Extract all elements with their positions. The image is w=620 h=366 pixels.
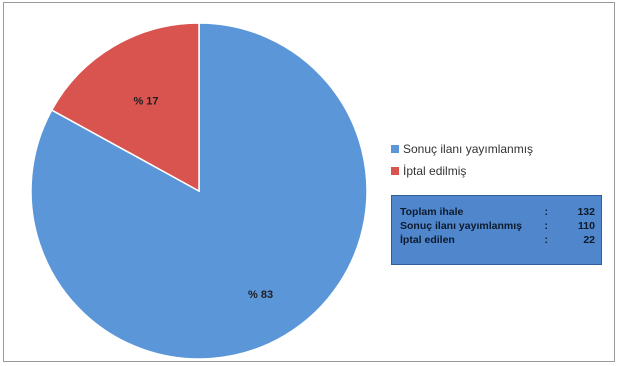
summary-value: 22 bbox=[583, 234, 595, 246]
summary-box: Toplam ihale : 132 Sonuç ilanı yayımlanm… bbox=[391, 195, 602, 265]
pie-label-cancelled: % 17 bbox=[133, 95, 158, 107]
summary-row-total: Toplam ihale : 132 bbox=[400, 205, 595, 219]
pie-slice-cancelled bbox=[50, 22, 200, 193]
summary-colon: : bbox=[544, 206, 549, 218]
legend: Sonuç ilanı yayımlanmış İptal edilmiş bbox=[391, 138, 533, 182]
summary-value: 110 bbox=[578, 220, 595, 232]
legend-label-published: Sonuç ilanı yayımlanmış bbox=[403, 142, 534, 156]
pie-chart: % 83 % 17 bbox=[30, 22, 368, 360]
pie-label-published: % 83 bbox=[248, 289, 273, 301]
legend-item-cancelled: İptal edilmiş bbox=[391, 160, 533, 182]
summary-label: Toplam ihale bbox=[400, 206, 464, 218]
summary-label: Sonuç ilanı yayımlanmış bbox=[400, 220, 522, 232]
summary-row-cancelled: İptal edilen : 22 bbox=[400, 233, 595, 247]
summary-label: İptal edilen bbox=[400, 234, 455, 246]
legend-swatch-cancelled bbox=[391, 167, 399, 175]
legend-swatch-published bbox=[391, 145, 399, 153]
legend-item-published: Sonuç ilanı yayımlanmış bbox=[391, 138, 533, 160]
summary-value: 132 bbox=[577, 206, 595, 218]
summary-row-published: Sonuç ilanı yayımlanmış : 110 bbox=[400, 219, 595, 233]
chart-frame: % 83 % 17 Sonuç ilanı yayımlanmış İptal e… bbox=[3, 2, 615, 362]
summary-colon: : bbox=[544, 234, 549, 246]
pie-slice-published bbox=[30, 22, 368, 360]
legend-label-cancelled: İptal edilmiş bbox=[403, 164, 467, 178]
summary-colon: : bbox=[544, 220, 549, 232]
